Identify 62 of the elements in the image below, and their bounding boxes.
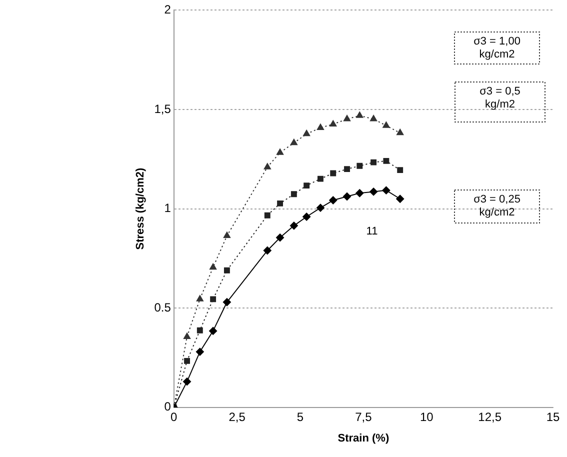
point	[344, 166, 350, 172]
point	[329, 196, 338, 204]
point	[290, 138, 298, 146]
x-axis-title: Strain (%)	[338, 432, 390, 444]
y-axis-title: Stress (kg/cm2)	[134, 168, 147, 250]
point	[263, 246, 272, 255]
point	[304, 182, 310, 189]
point	[183, 332, 191, 339]
y-tick-label: 0	[164, 400, 172, 414]
point	[183, 378, 192, 386]
point	[343, 115, 351, 122]
x-tick-label: 5	[296, 410, 304, 424]
x-tick-label: 7,5	[355, 410, 372, 424]
point	[303, 130, 310, 136]
point	[290, 222, 298, 230]
point	[370, 159, 377, 166]
x-tick-label: 15	[546, 410, 560, 424]
point	[370, 188, 378, 196]
point	[276, 148, 284, 155]
point	[343, 192, 352, 200]
point	[316, 124, 324, 130]
point	[196, 348, 204, 356]
point	[264, 163, 271, 170]
point	[302, 212, 311, 221]
point	[383, 158, 390, 164]
point	[223, 232, 230, 238]
annotation: 11	[366, 226, 378, 238]
point	[290, 191, 297, 198]
point	[210, 296, 216, 302]
point	[222, 298, 231, 306]
point	[330, 120, 337, 126]
x-tick-label: 10	[420, 410, 434, 424]
point	[196, 295, 204, 302]
point	[224, 267, 230, 274]
point	[356, 112, 364, 118]
point	[356, 189, 364, 198]
point	[276, 234, 284, 242]
point	[210, 263, 217, 270]
point	[277, 200, 284, 206]
point	[316, 204, 324, 212]
point	[356, 162, 363, 169]
annotation: σ3 = 0,25 kg/cm2	[474, 194, 520, 219]
point	[318, 176, 324, 182]
point	[382, 122, 390, 128]
point	[184, 358, 190, 364]
point	[209, 326, 218, 335]
x-tick-label: 2,5	[228, 410, 246, 424]
y-tick-label: 2	[164, 2, 172, 17]
point	[330, 170, 336, 176]
annotation: σ3 = 1,00 kg/cm2	[474, 36, 520, 61]
annotation: σ3 = 0,5 kg/m2	[480, 86, 520, 111]
point	[196, 327, 203, 334]
point	[397, 167, 404, 174]
x-tick-label: 12,5	[478, 410, 502, 424]
point	[396, 194, 404, 203]
point	[382, 186, 390, 194]
y-tick-label: 1	[164, 201, 172, 216]
y-tick-label: 0.5	[154, 300, 172, 314]
point	[370, 115, 378, 122]
y-tick-label: 1,5	[154, 102, 172, 116]
point	[264, 212, 270, 218]
point	[396, 128, 404, 136]
